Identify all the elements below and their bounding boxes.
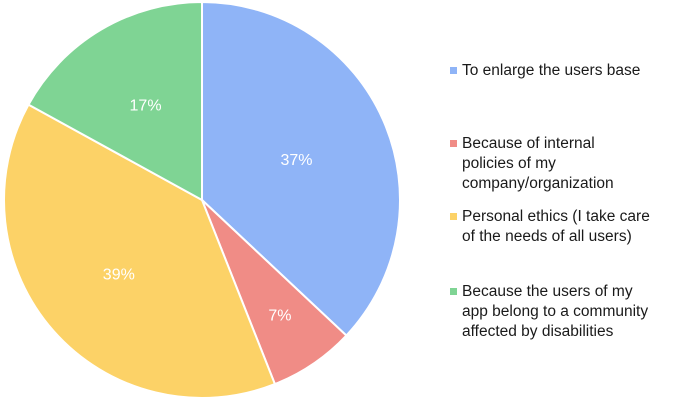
- legend-label: Because the users of my app belong to a …: [462, 283, 649, 340]
- legend-item-enlarge-users: To enlarge the users base: [450, 61, 640, 81]
- slice-label: 7%: [268, 308, 291, 325]
- pie-slice: [3, 103, 277, 399]
- legend-label: Because of internal policies of my compa…: [462, 135, 614, 192]
- legend-item-internal-policies: Because of internal policies of my compa…: [450, 134, 614, 194]
- pie-slice: [201, 0, 401, 337]
- legend-label: To enlarge the users base: [462, 62, 641, 79]
- legend-label: Personal ethics (I take care of the need…: [462, 208, 650, 245]
- slice-label: 39%: [103, 266, 135, 283]
- legend-swatch: [450, 67, 457, 74]
- legend-swatch: [450, 213, 457, 220]
- slice-label: 17%: [130, 98, 162, 115]
- pie-chart: 37% 7% 39% 17%: [3, 0, 401, 399]
- pie-slice: [27, 0, 203, 202]
- legend-item-community-disabilities: Because the users of my app belong to a …: [450, 282, 648, 342]
- legend-swatch: [450, 140, 457, 147]
- legend-item-personal-ethics: Personal ethics (I take care of the need…: [450, 207, 650, 247]
- slice-label: 37%: [280, 152, 312, 169]
- legend-swatch: [450, 288, 457, 295]
